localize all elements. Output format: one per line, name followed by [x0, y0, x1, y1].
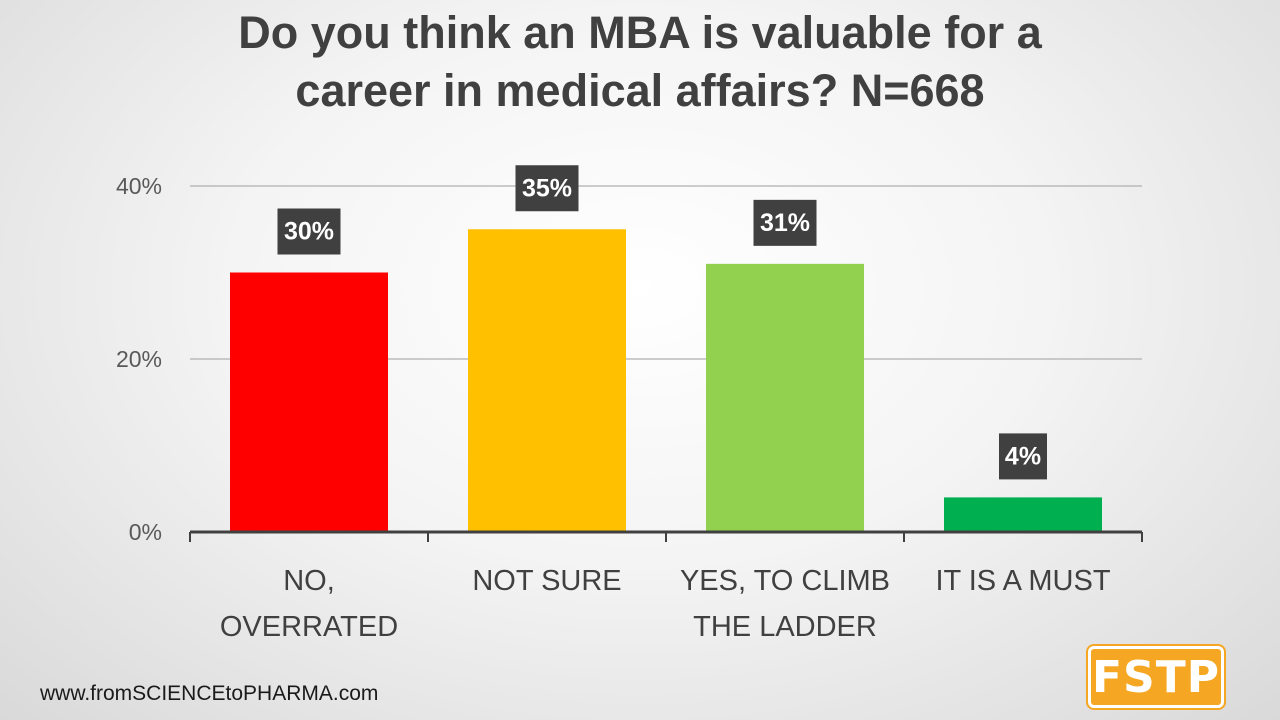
chart-title-line-1: Do you think an MBA is valuable for a [238, 7, 1042, 58]
chart-title-line-2: career in medical affairs? N=668 [295, 65, 985, 116]
x-tick-label: THE LADDER [693, 611, 877, 643]
x-tick-label: NO, [283, 565, 335, 597]
fstp-logo: FSTP [1088, 646, 1224, 708]
data-label-box [753, 199, 817, 246]
bar [944, 497, 1102, 532]
x-tick-label: IT IS A MUST [935, 565, 1110, 597]
y-tick-label: 0% [129, 519, 162, 545]
y-tick-label: 40% [116, 173, 162, 199]
data-label: 35% [522, 174, 572, 202]
x-tick-label: OVERRATED [220, 611, 398, 643]
logo-text: FSTP [1091, 651, 1220, 703]
website-url[interactable]: www.fromSCIENCEtoPHARMA.com [40, 682, 379, 705]
x-tick-label: NOT SURE [472, 565, 621, 597]
y-tick-label: 20% [116, 346, 162, 372]
x-tick-label: YES, TO CLIMB [680, 565, 890, 597]
bar [468, 229, 626, 532]
data-label: 4% [1005, 442, 1041, 470]
data-label-box [515, 165, 579, 212]
chart-title: Do you think an MBA is valuable for a ca… [0, 4, 1280, 120]
data-label: 30% [284, 218, 334, 246]
data-label-box [277, 208, 341, 255]
bar [230, 272, 388, 532]
data-label-box [999, 433, 1047, 480]
data-label: 31% [760, 209, 810, 237]
bar [706, 263, 864, 532]
